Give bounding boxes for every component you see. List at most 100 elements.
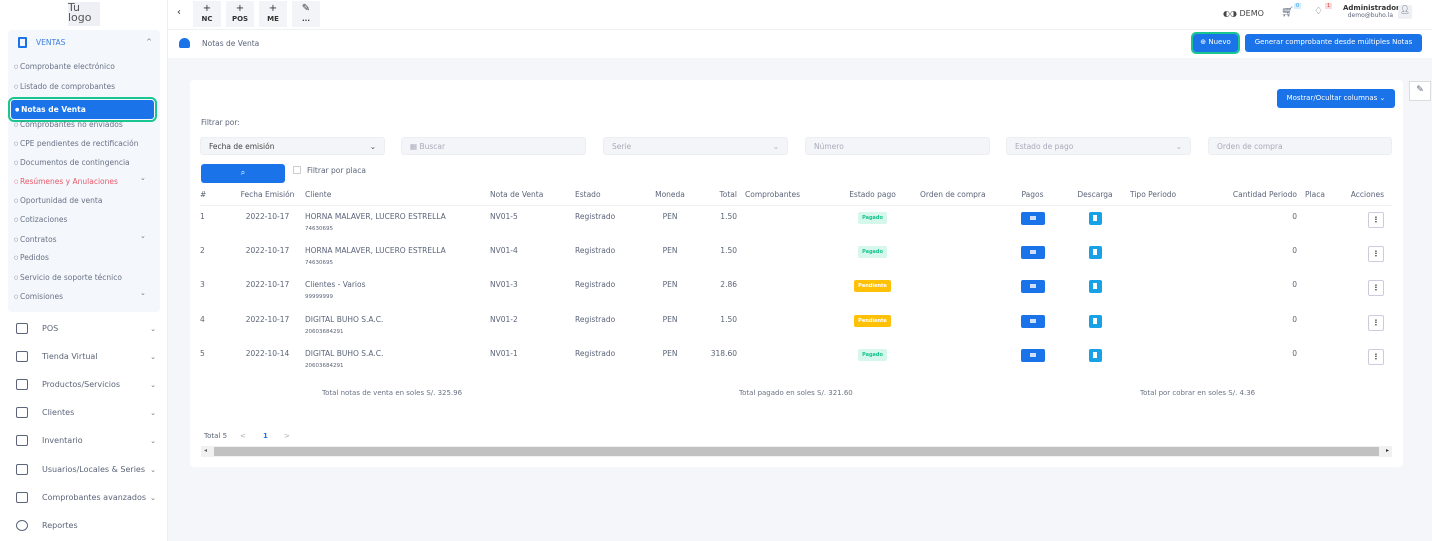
quick-action-button[interactable]: ✎... [292, 1, 320, 27]
customize-pencil-icon[interactable]: ✎ [1409, 81, 1431, 101]
collapse-icon[interactable]: ‹ [177, 7, 181, 18]
estado: Registrado [575, 349, 616, 359]
table-cell [1005, 240, 1060, 275]
sidebar-item-label: Reportes [42, 521, 78, 530]
payments-button[interactable] [1020, 349, 1045, 363]
table-cell [1060, 274, 1130, 309]
ventas-header[interactable]: VENTAS ^ [8, 30, 160, 54]
date-filter-select[interactable]: Fecha de emisión ⌄ [200, 137, 385, 155]
sidebar-sub-item[interactable]: Contratos [14, 235, 57, 244]
sidebar-item[interactable]: Productos/Servicios ⌄ [16, 379, 156, 390]
chevron-down-icon: ⌄ [150, 352, 156, 361]
next-page-button[interactable]: > [284, 432, 290, 440]
sidebar-sub-item[interactable]: Servicio de soporte técnico [14, 273, 122, 282]
sidebar-item[interactable]: Inventario ⌄ [16, 435, 156, 446]
sidebar-sub-item[interactable]: Comisiones [14, 292, 63, 301]
total: 1.50 [720, 245, 737, 255]
table-row: 2 2022-10-17 HORNA MALAVER, LUCERO ESTRELL… [200, 240, 1392, 275]
chevron-up-icon: ^ [146, 38, 152, 46]
table-cell: PEN [645, 240, 695, 275]
sidebar-item[interactable]: Clientes ⌄ [16, 407, 156, 418]
actions-menu-button[interactable]: ⋮ [1368, 245, 1384, 262]
download-button[interactable] [1088, 211, 1102, 225]
orden-compra-input[interactable]: Orden de compra [1208, 137, 1392, 155]
table-cell [1130, 309, 1205, 344]
table-cell [1130, 205, 1205, 240]
search-button[interactable]: ⌕ [201, 164, 285, 183]
table-cell: HORNA MALAVER, LUCERO ESTRELLA 74630695 [305, 240, 490, 275]
sidebar-sub-item[interactable]: CPE pendientes de rectificación [14, 139, 139, 148]
cart-icon[interactable]: 🛒︎ [1281, 7, 1294, 18]
quick-action-label: NC [201, 15, 213, 23]
actions-menu-button[interactable]: ⋮ [1368, 211, 1384, 228]
demo-toggle[interactable]: ◐◑ DEMO [1223, 9, 1264, 18]
sidebar-sub-item[interactable]: Notas de Venta [8, 97, 157, 122]
horizontal-scrollbar[interactable]: ◂ ▸ [201, 446, 1392, 457]
sidebar-item[interactable]: Usuarios/Locales & Series ⌄ [16, 464, 156, 475]
column-header: Descarga [1060, 184, 1130, 206]
sidebar-sub-item[interactable]: Cotizaciones [14, 215, 67, 224]
payments-button[interactable] [1020, 211, 1045, 225]
prev-page-button[interactable]: < [240, 432, 246, 440]
user-info[interactable]: Administrador demo@buho.la [1343, 4, 1399, 19]
sidebar-sub-item[interactable]: Listado de comprobantes [14, 82, 115, 91]
cliente: DIGITAL BUHO S.A.C. [305, 314, 384, 324]
serie-select[interactable]: Serie ⌄ [603, 137, 788, 155]
cliente-doc: 74630695 [305, 259, 333, 266]
table-cell [1130, 274, 1205, 309]
table-cell: 2022-10-17 [230, 309, 305, 344]
table-cell: PEN [645, 274, 695, 309]
page-title: Notas de Venta [202, 39, 260, 48]
sidebar-sub-item[interactable]: Oportunidad de venta [14, 196, 102, 205]
download-button[interactable] [1088, 280, 1102, 294]
sidebar-item[interactable]: POS ⌄ [16, 323, 156, 334]
generate-button[interactable]: Generar comprobante desde múltiples Nota… [1245, 34, 1422, 52]
sidebar-item[interactable]: Reportes [16, 520, 156, 531]
chevron-down-icon: ⌄ [150, 465, 156, 474]
quick-action-button[interactable]: + ME [259, 1, 287, 27]
page-1-button[interactable]: 1 [263, 432, 268, 440]
sidebar-item[interactable]: Comprobantes avanzados ⌄ [16, 492, 156, 503]
table-cell: Pendiente [825, 309, 920, 344]
quick-action-button[interactable]: + POS [226, 1, 254, 27]
payments-button[interactable] [1020, 280, 1045, 294]
table-cell: DIGITAL BUHO S.A.C. 20603684291 [305, 309, 490, 344]
quick-action-button[interactable]: + NC [193, 1, 221, 27]
search-input[interactable]: ▦ Buscar [401, 137, 586, 155]
estado-pago-select[interactable]: Estado de pago ⌄ [1006, 137, 1191, 155]
sidebar-sub-item[interactable]: Comprobantes no enviados [14, 120, 123, 129]
scroll-left-icon[interactable]: ◂ [204, 447, 208, 454]
nota-venta: NV01-4 [490, 245, 518, 255]
payments-button[interactable] [1020, 245, 1045, 259]
download-button[interactable] [1088, 245, 1102, 259]
new-button[interactable]: ⊕ Nuevo [1191, 32, 1240, 54]
chevron-down-icon[interactable]: ⌄ [140, 289, 146, 297]
sidebar-sub-item[interactable]: Documentos de contingencia [14, 158, 130, 167]
chevron-down-icon[interactable]: ⌄ [140, 232, 146, 240]
scroll-right-icon[interactable]: ▸ [1385, 447, 1389, 454]
toggle-columns-button[interactable]: Mostrar/Ocultar columnas ⌄ [1277, 89, 1395, 108]
sidebar-item[interactable]: Tienda Virtual ⌄ [16, 351, 156, 362]
sidebar-sub-item[interactable]: Pedidos [14, 253, 49, 262]
download-button[interactable] [1088, 314, 1102, 328]
sidebar-sub-item[interactable]: Resúmenes y Anulaciones [14, 177, 118, 186]
chevron-down-icon[interactable]: ⌄ [140, 174, 146, 182]
table-cell: 1.50 [695, 309, 745, 344]
table-cell: ⋮ [1345, 240, 1392, 275]
table-row: 3 2022-10-17 Clientes - Varios 99999999 NV01… [200, 274, 1392, 309]
sidebar-sub-item[interactable]: Comprobante electrónico [14, 62, 115, 71]
numero-input[interactable]: Número [805, 137, 990, 155]
table-cell: ⋮ [1345, 205, 1392, 240]
actions-menu-button[interactable]: ⋮ [1368, 280, 1384, 297]
placa-checkbox[interactable] [293, 166, 301, 174]
avatar[interactable]: 👤︎ [1398, 5, 1412, 19]
bell-icon[interactable]: ♢ [1314, 6, 1323, 17]
scrollbar-thumb[interactable] [214, 447, 1379, 456]
payments-button[interactable] [1020, 314, 1045, 328]
actions-menu-button[interactable]: ⋮ [1368, 349, 1384, 366]
plus-icon: + [268, 3, 278, 14]
cantidad-periodo: 0 [1292, 280, 1297, 290]
column-header: Placa [1305, 184, 1345, 206]
download-button[interactable] [1088, 349, 1102, 363]
actions-menu-button[interactable]: ⋮ [1368, 314, 1384, 331]
